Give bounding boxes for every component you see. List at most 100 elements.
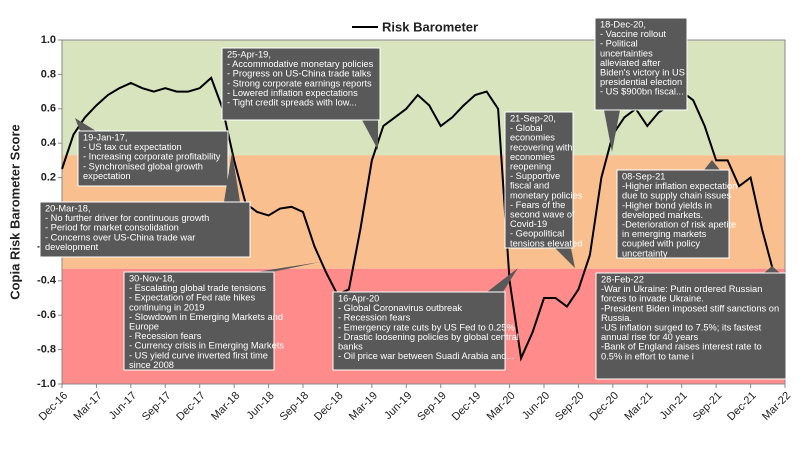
callout-pointer (224, 152, 240, 202)
callout-text: - Period for market consolidation (45, 223, 179, 233)
callout-text: - Slowdown in Emerging Markets and (129, 312, 283, 322)
callout: 19-Jan-17,- US tax cut expectation- Incr… (75, 118, 229, 187)
callout-text: - Recession fears (129, 331, 202, 341)
callout: 08-Sep-21-Higher inflation expectationdu… (616, 160, 737, 259)
callout-text: developed markets. (622, 210, 703, 220)
x-tick-label: Mar-18 (209, 390, 242, 423)
callout-text: - Synchronised global growth (83, 161, 203, 171)
callout-text: - Accommodative monetary policies (227, 59, 374, 69)
callout-text: 0.5% in effort to tame i (601, 351, 694, 361)
callout-text: 20-Mar-18, (45, 203, 90, 213)
callout-text: - Recession fears (338, 313, 411, 323)
callout-text: -Higher inflation expectation (622, 181, 737, 191)
callout-text: 08-Sep-21 (622, 171, 665, 181)
callout-text: expectation (83, 171, 131, 181)
callout-text: Europe (129, 321, 159, 331)
callout-text: 28-Feb-22 (601, 274, 644, 284)
callout-text: - Global Coronavirus outbreak (338, 303, 462, 313)
callout-text: - Fears of the (510, 200, 565, 210)
callout-box (616, 169, 730, 259)
x-tick-label: Dec-19 (450, 390, 484, 424)
callout-text: - Oil price war between Suadi Arabia and… (338, 351, 514, 361)
callout-box (123, 271, 275, 371)
callout-text: - Global (510, 123, 543, 133)
x-tick-label: Dec-17 (174, 390, 208, 424)
callout-pointer (555, 248, 575, 268)
callout-text: Russia. (601, 313, 632, 323)
callout-text: in emerging markets (622, 229, 707, 239)
callout: 18-Dec-20,- Vaccine rollout- Politicalun… (594, 17, 688, 152)
callout-text: - Drastic loosening policies by global c… (338, 332, 519, 342)
callout-text: development (45, 242, 99, 252)
x-tick-label: Jun-18 (244, 390, 276, 422)
x-tick-label: Mar-21 (622, 390, 655, 423)
y-tick-label: 1.0 (41, 34, 56, 46)
callout-box (504, 111, 574, 249)
callout-text: recovering with (510, 142, 573, 152)
callout: 16-Apr-20- Global Coronavirus outbreak- … (332, 268, 519, 371)
y-tick-label: 0.4 (41, 137, 57, 149)
callout-text: 18-Dec-20, (600, 19, 646, 29)
callout-text: presidential election (600, 77, 682, 87)
callout-text: annual rise for 40 years (601, 332, 699, 342)
callout-text: uncertainties (600, 48, 653, 58)
callout: 28-Feb-22-War in Ukraine: Putin ordered … (595, 266, 787, 380)
callout-text: - Increasing corporate profitability (83, 152, 221, 162)
callout-text: second wave of (510, 209, 575, 219)
callout-text: - Tight credit spreads with low... (227, 97, 357, 107)
callout-text: economies (510, 133, 555, 143)
x-tick-label: Jun-20 (520, 390, 552, 422)
callout-pointer (75, 118, 96, 131)
callout: 30-Nov-18,- Escalating global trade tens… (123, 262, 320, 371)
y-tick-label: -0.4 (37, 275, 57, 287)
x-tick-label: Mar-19 (347, 390, 380, 423)
y-tick-label: 0.6 (41, 103, 56, 115)
callout-text: fiscal and (510, 181, 549, 191)
callout-text: coupled with policy (622, 239, 700, 249)
callout-text: Biden's victory in US (600, 67, 685, 77)
callout-text: uncertainty (622, 248, 668, 258)
callout-pointer (487, 268, 518, 292)
callout-text: monetary policies (510, 190, 583, 200)
callout-text: since 2008 (129, 360, 174, 370)
callout-text: forces to invade Ukraine. (601, 294, 704, 304)
x-tick-label: Dec-20 (587, 390, 621, 424)
callout-text: - Political (600, 39, 638, 49)
callout-text: due to supply chain issues (622, 191, 731, 201)
callout-text: -War in Ukraine: Putin ordered Russian (601, 284, 762, 294)
callout-text: - Vaccine rollout (600, 29, 666, 39)
x-tick-label: Dec-16 (37, 390, 71, 424)
callout-pointer (764, 266, 780, 273)
callout-text: tensions elevated (510, 238, 582, 248)
y-axis-label: Copia Risk Barometer Score (7, 124, 22, 300)
x-tick-label: Sep-19 (415, 390, 449, 424)
callout-text: - US yield curve inverted first time (129, 350, 268, 360)
y-tick-label: -0.8 (37, 344, 56, 356)
y-tick-label: 0.8 (41, 68, 56, 80)
x-tick-label: Jun-17 (107, 390, 139, 422)
callout-text: continuing in 2019 (129, 302, 204, 312)
callout-pointer (256, 262, 320, 272)
callout-text: economies (510, 152, 555, 162)
callout-pointer (362, 120, 378, 150)
callout-text: - Emergency rate cuts by US Fed to 0.25% (338, 322, 515, 332)
callout-text: banks (338, 341, 363, 351)
callout-text: -Higher bond yields in (622, 200, 712, 210)
x-tick-label: Sep-20 (553, 390, 587, 424)
callout-text: 25-Apr-19, (227, 49, 271, 59)
x-tick-label: Jun-21 (658, 390, 690, 422)
callout-text: - Supportive (510, 171, 560, 181)
callout-text: reopening (510, 161, 551, 171)
callout-pointer (704, 160, 720, 170)
callout-text: - US tax cut expectation (83, 142, 182, 152)
callout: 25-Apr-19,- Accommodative monetary polic… (221, 47, 381, 150)
callout-text: -US inflation surged to 7.5%; its fastes… (601, 322, 762, 332)
callout-pointer (604, 110, 620, 152)
callout-text: - Strong corporate earnings reports (227, 78, 372, 88)
callout-text: - Progress on US-China trade talks (227, 69, 372, 79)
x-tick-label: Mar-17 (71, 390, 104, 423)
x-tick-label: Dec-18 (312, 390, 346, 424)
callout-text: alleviated after (600, 58, 660, 68)
callout-text: - Concerns over US-China trade war (45, 232, 195, 242)
